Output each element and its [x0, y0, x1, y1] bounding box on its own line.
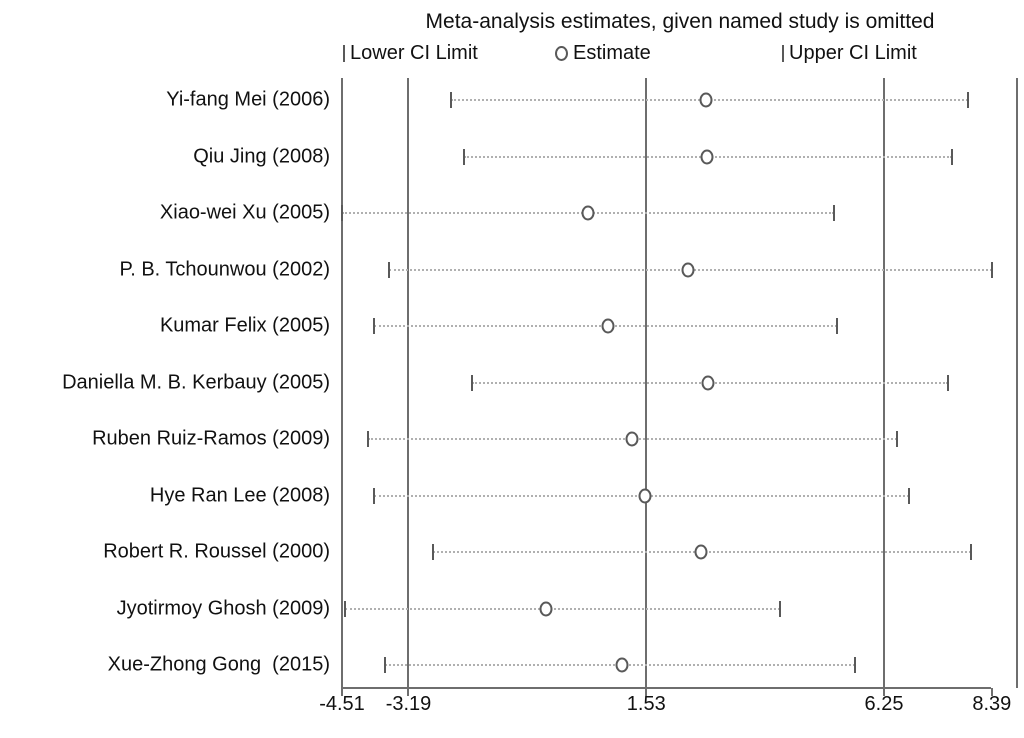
upper-ci-marker	[835, 318, 838, 334]
estimate-marker	[615, 657, 629, 673]
plot-left-border	[341, 78, 343, 688]
estimate-marker	[581, 205, 595, 221]
estimate-marker	[625, 431, 639, 447]
x-axis-tick-label: 1.53	[626, 693, 666, 715]
x-axis-tick	[990, 688, 993, 696]
legend-estimate-label: Estimate	[573, 42, 651, 64]
legend-item-estimate: Estimate	[555, 42, 651, 65]
plot-area	[341, 78, 1018, 696]
ci-dotted-line	[345, 607, 781, 610]
upper-ci-marker	[853, 657, 856, 673]
lower-ci-marker	[449, 92, 452, 108]
study-label: Yi-fang Mei (2006)	[166, 88, 330, 111]
estimate-circle-icon	[555, 46, 568, 61]
lower-ci-marker	[373, 487, 376, 504]
upper-ci-marker	[966, 92, 969, 108]
x-axis-tick	[407, 688, 410, 696]
study-label: Robert R. Roussel (2000)	[103, 540, 330, 563]
estimate-marker	[694, 544, 708, 560]
upper-ci-marker	[779, 600, 782, 617]
x-axis-tick-labels: -4.51 -3.19 1.53 6.25 8.39	[319, 693, 1017, 719]
study-label: Ruben Ruiz-Ramos (2009)	[92, 427, 330, 450]
upper-ci-limit-icon	[782, 45, 784, 62]
upper-ci-marker	[990, 261, 993, 278]
x-axis-tick-label: 8.39	[972, 693, 1012, 715]
study-label: Hye Ran Lee (2008)	[149, 484, 330, 506]
lower-ci-limit-icon	[343, 45, 345, 62]
estimate-marker	[701, 375, 715, 390]
chart-title: Meta-analysis estimates, given named stu…	[425, 10, 935, 33]
legend-item-upper-ci: Upper CI Limit	[782, 42, 917, 65]
upper-ci-marker	[969, 544, 972, 560]
x-axis-tick	[645, 688, 648, 696]
study-label: Qiu Jing (2008)	[193, 145, 330, 167]
upper-ci-marker	[951, 148, 954, 165]
lower-ci-marker	[462, 148, 465, 165]
study-label: Daniella M. B. Kerbauy (2005)	[62, 371, 330, 393]
estimate-marker	[638, 488, 652, 503]
reference-line	[407, 78, 410, 688]
upper-ci-marker	[833, 205, 836, 221]
study-label: Xue-Zhong Gong (2015)	[107, 653, 330, 676]
x-axis-tick	[883, 688, 885, 696]
x-axis-line	[341, 687, 991, 689]
estimate-marker	[601, 318, 615, 334]
upper-ci-marker	[907, 487, 910, 504]
x-axis-tick	[341, 688, 343, 696]
lower-ci-marker	[367, 431, 370, 447]
legend-item-lower-ci: Lower CI Limit	[343, 42, 478, 65]
study-label: Xiao-wei Xu (2005)	[159, 201, 330, 224]
x-axis-tick-label: -3.19	[385, 693, 432, 715]
legend-lower-label: Lower CI Limit	[350, 42, 478, 64]
estimate-marker	[700, 149, 714, 164]
chart-legend: Lower CI Limit Estimate Upper CI Limit	[342, 42, 1018, 68]
legend-upper-label: Upper CI Limit	[789, 42, 917, 64]
study-labels-column: Yi-fang Mei (2006) Qiu Jing (2008) Xiao-we…	[0, 0, 334, 738]
upper-ci-marker	[946, 374, 949, 391]
estimate-marker	[539, 601, 552, 616]
x-axis-tick-label: 6.25	[864, 693, 904, 715]
estimate-marker	[699, 92, 713, 108]
lower-ci-marker	[344, 600, 347, 617]
estimate-marker	[681, 262, 695, 277]
upper-ci-marker	[896, 431, 899, 447]
plot-right-border	[1016, 78, 1018, 688]
lower-ci-marker	[432, 544, 435, 560]
x-axis-tick-label: -4.51	[319, 693, 365, 715]
study-label: Jyotirmoy Ghosh (2009)	[116, 597, 330, 619]
lower-ci-marker	[341, 205, 343, 221]
study-label: Kumar Felix (2005)	[159, 314, 330, 337]
lower-ci-marker	[383, 657, 386, 673]
study-label: P. B. Tchounwou (2002)	[119, 258, 330, 280]
lower-ci-marker	[388, 261, 391, 278]
lower-ci-marker	[372, 318, 375, 334]
lower-ci-marker	[470, 374, 473, 391]
